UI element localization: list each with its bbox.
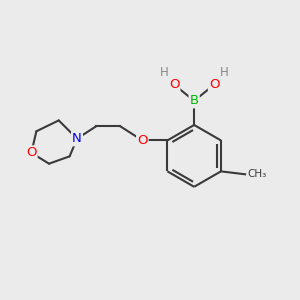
Text: B: B <box>190 94 199 107</box>
Text: O: O <box>137 134 148 147</box>
Text: H: H <box>160 66 168 79</box>
Text: N: N <box>72 132 82 145</box>
Text: O: O <box>209 78 219 91</box>
Text: CH₃: CH₃ <box>248 169 267 179</box>
Text: N: N <box>72 132 82 145</box>
Text: H: H <box>220 66 229 79</box>
Text: O: O <box>26 146 37 159</box>
Text: O: O <box>169 78 179 91</box>
